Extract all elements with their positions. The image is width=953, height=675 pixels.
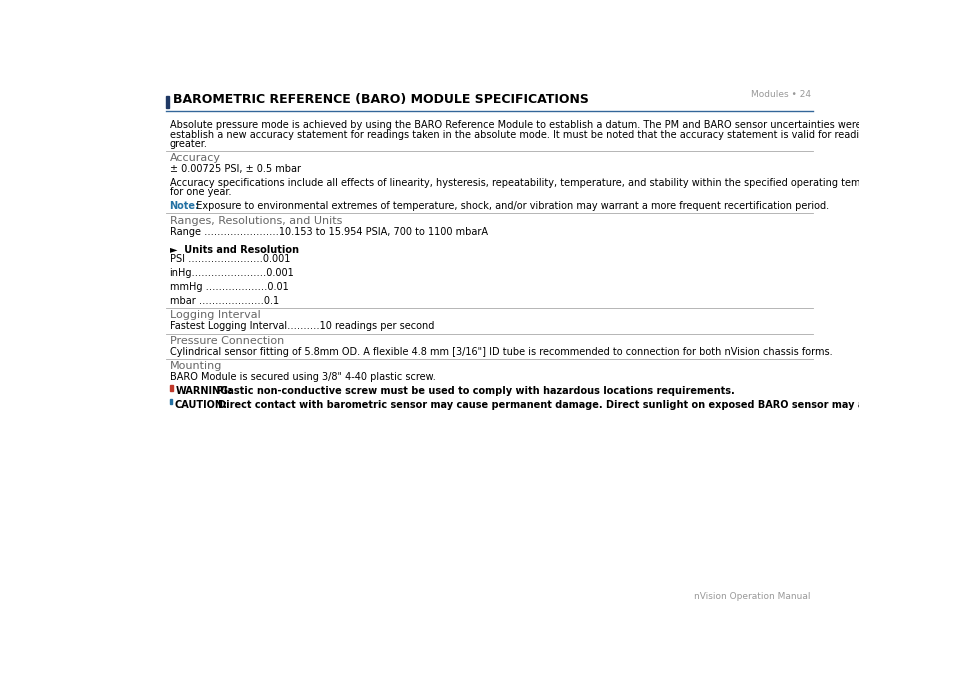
Text: PSI ․․․․․․․․․․․․․․․․․․․․․․․0.001: PSI ․․․․․․․․․․․․․․․․․․․․․․․0.001 — [170, 254, 290, 264]
Text: BAROMETRIC REFERENCE (BARO) MODULE SPECIFICATIONS: BAROMETRIC REFERENCE (BARO) MODULE SPECI… — [172, 93, 588, 106]
Text: nVision Operation Manual: nVision Operation Manual — [694, 591, 810, 601]
Text: ± 0.00725 PSI, ± 0.5 mbar: ± 0.00725 PSI, ± 0.5 mbar — [170, 164, 300, 174]
Text: for one year.: for one year. — [170, 187, 231, 197]
Text: BARO Module is secured using 3/8" 4-40 plastic screw.: BARO Module is secured using 3/8" 4-40 p… — [170, 372, 435, 382]
Text: Note:: Note: — [170, 201, 199, 211]
Bar — [166, 96, 169, 108]
Text: Logging Interval: Logging Interval — [170, 310, 260, 321]
Text: Accuracy specifications include all effects of linearity, hysteresis, repeatabil: Accuracy specifications include all effe… — [170, 178, 933, 188]
Text: ►  Units and Resolution: ► Units and Resolution — [170, 245, 298, 255]
Text: Mounting: Mounting — [170, 361, 222, 371]
Text: greater.: greater. — [170, 139, 208, 148]
Text: Fastest Logging Interval․․․․․․․․․․10 readings per second: Fastest Logging Interval․․․․․․․․․․10 rea… — [170, 321, 434, 331]
Text: Absolute pressure mode is achieved by using the BARO Reference Module to establi: Absolute pressure mode is achieved by us… — [170, 120, 924, 130]
Text: Modules • 24: Modules • 24 — [750, 90, 810, 99]
Text: mmHg ․․․․․․․․․․․․․․․․․․․0.01: mmHg ․․․․․․․․․․․․․․․․․․․0.01 — [170, 282, 288, 292]
Bar — [170, 399, 172, 404]
Text: CAUTION:: CAUTION: — [174, 400, 227, 410]
Text: Ranges, Resolutions, and Units: Ranges, Resolutions, and Units — [170, 216, 341, 225]
Text: mbar ․․․․․․․․․․․․․․․․․․․․0.1: mbar ․․․․․․․․․․․․․․․․․․․․0.1 — [170, 296, 278, 306]
Text: WARNING:: WARNING: — [175, 386, 233, 396]
Text: Cylindrical sensor fitting of 5.8mm OD. A flexible 4.8 mm [3/16"] ID tube is rec: Cylindrical sensor fitting of 5.8mm OD. … — [170, 347, 831, 356]
Text: Range ․․․․․․․․․․․․․․․․․․․․․․․10.153 to 15.954 PSIA, 700 to 1100 mbarA: Range ․․․․․․․․․․․․․․․․․․․․․․․10.153 to 1… — [170, 227, 487, 236]
Text: Direct contact with barometric sensor may cause permanent damage. Direct sunligh: Direct contact with barometric sensor ma… — [208, 400, 953, 410]
Bar — [170, 385, 173, 391]
Text: inHg․․․․․․․․․․․․․․․․․․․․․․․0.001: inHg․․․․․․․․․․․․․․․․․․․․․․․0.001 — [170, 268, 294, 278]
Text: Exposure to environmental extremes of temperature, shock, and/or vibration may w: Exposure to environmental extremes of te… — [190, 201, 828, 211]
Text: Plastic non-conductive screw must be used to comply with hazardous locations req: Plastic non-conductive screw must be use… — [210, 386, 734, 396]
Text: Pressure Connection: Pressure Connection — [170, 336, 284, 346]
Text: establish a new accuracy statement for readings taken in the absolute mode. It m: establish a new accuracy statement for r… — [170, 130, 936, 140]
Text: Accuracy: Accuracy — [170, 153, 220, 163]
